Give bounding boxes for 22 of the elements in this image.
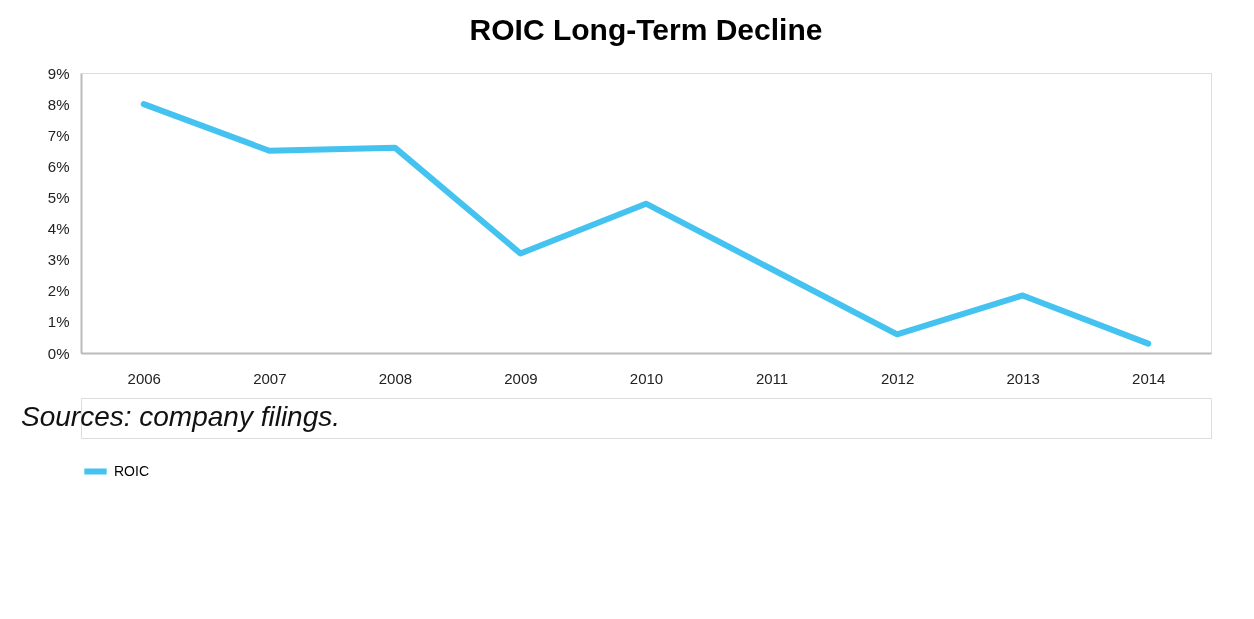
source-note: Sources: company filings. xyxy=(21,401,341,432)
y-tick-label: 9% xyxy=(47,64,70,82)
y-tick-label: 7% xyxy=(47,126,70,144)
y-tick-label: 5% xyxy=(47,188,70,206)
x-tick-label: 2012 xyxy=(880,369,915,387)
y-tick-label: 0% xyxy=(47,344,70,362)
legend-label: ROIC xyxy=(114,462,149,479)
x-tick-label: 2007 xyxy=(253,369,287,387)
y-tick-label: 8% xyxy=(47,95,70,113)
y-tick-label: 2% xyxy=(47,282,70,300)
x-tick-label: 2006 xyxy=(127,369,161,387)
chart-title: ROIC Long-Term Decline xyxy=(469,13,823,46)
x-tick-label: 2013 xyxy=(1006,369,1040,387)
x-tick-label: 2009 xyxy=(504,369,538,387)
y-tick-label: 3% xyxy=(47,251,70,269)
x-tick-label: 2011 xyxy=(755,369,789,387)
x-tick-label: 2008 xyxy=(378,369,413,387)
y-tick-label: 4% xyxy=(47,220,70,238)
y-tick-label: 1% xyxy=(47,313,70,331)
x-tick-label: 2010 xyxy=(629,369,664,387)
x-tick-label: 2014 xyxy=(1132,369,1166,387)
y-tick-label: 6% xyxy=(47,157,70,175)
